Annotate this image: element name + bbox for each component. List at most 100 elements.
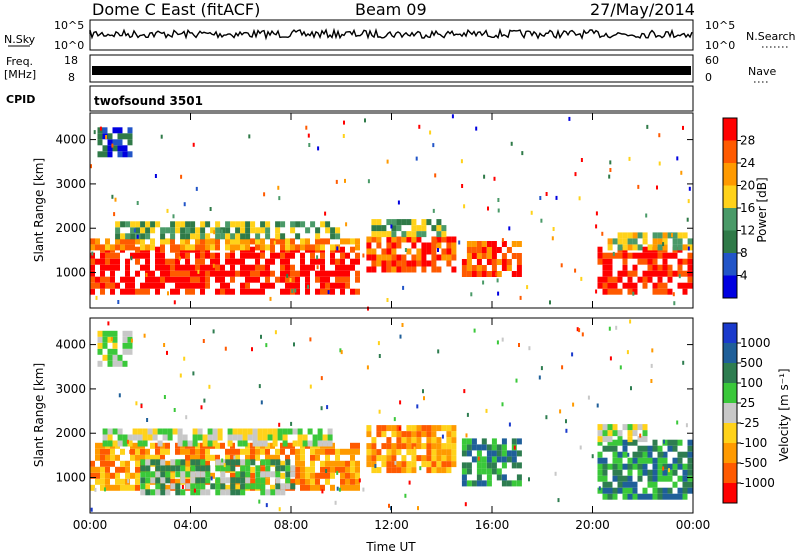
- scatter-cell: [519, 295, 522, 300]
- heatmap-cell: [180, 270, 185, 277]
- scatter-cell: [274, 330, 277, 335]
- heatmap-cell: [471, 444, 477, 451]
- heatmap-cell: [677, 264, 683, 271]
- heatmap-cell: [511, 462, 517, 469]
- heatmap-cell: [265, 454, 270, 461]
- heatmap-cell: [627, 430, 633, 437]
- heatmap-cell: [396, 461, 402, 468]
- heatmap-cell: [125, 270, 130, 277]
- heatmap-cell: [406, 437, 412, 444]
- heatmap-cell: [150, 227, 156, 234]
- heatmap-cell: [325, 288, 330, 295]
- heatmap-cell: [200, 288, 205, 295]
- heatmap-cell: [496, 474, 502, 481]
- heatmap-cell: [90, 282, 95, 289]
- scatter-cell: [345, 222, 348, 227]
- heatmap-cell: [110, 258, 115, 265]
- colorbar-tick-label: -25: [740, 416, 760, 430]
- heatmap-cell: [160, 282, 165, 289]
- heatmap-cell: [310, 466, 315, 473]
- heatmap-cell: [667, 439, 673, 446]
- heatmap-cell: [220, 442, 225, 449]
- heatmap-cell: [145, 489, 151, 496]
- heatmap-cell: [110, 252, 115, 259]
- heatmap-cell: [310, 221, 316, 228]
- heatmap-cell: [647, 270, 653, 277]
- heatmap-cell: [140, 244, 145, 251]
- heatmap-cell: [300, 484, 305, 491]
- heatmap-cell: [255, 448, 260, 455]
- heatmap-cell: [446, 437, 452, 444]
- heatmap-cell: [657, 463, 663, 470]
- station-title: Dome C East (fitACF): [92, 0, 260, 19]
- heatmap-cell: [117, 127, 123, 134]
- heatmap-cell: [612, 469, 618, 476]
- heatmap-cell: [657, 238, 663, 245]
- heatmap-cell: [411, 254, 417, 261]
- heatmap-cell: [127, 151, 133, 158]
- heatmap-cell: [652, 232, 658, 239]
- heatmap-cell: [381, 231, 387, 238]
- heatmap-cell: [491, 462, 497, 469]
- x-tick-label: 08:00: [274, 518, 309, 532]
- heatmap-cell: [622, 463, 628, 470]
- scatter-cell: [117, 300, 120, 304]
- heatmap-cell: [275, 454, 280, 461]
- heatmap-cell: [205, 264, 210, 271]
- heatmap-cell: [255, 454, 260, 461]
- heatmap-cell: [230, 233, 236, 240]
- heatmap-cell: [102, 127, 108, 134]
- heatmap-cell: [297, 434, 303, 441]
- heatmap-cell: [200, 465, 206, 472]
- heatmap-cell: [167, 434, 173, 441]
- heatmap-cell: [612, 451, 618, 458]
- heatmap-cell: [431, 260, 437, 267]
- heatmap-cell: [97, 348, 103, 355]
- heatmap-cell: [105, 460, 110, 467]
- heatmap-cell: [215, 483, 221, 490]
- heatmap-cell: [411, 431, 417, 438]
- heatmap-cell: [180, 459, 186, 466]
- heatmap-cell: [255, 233, 261, 240]
- scatter-cell: [596, 403, 599, 408]
- heatmap-cell: [667, 487, 673, 494]
- heatmap-cell: [340, 472, 345, 479]
- heatmap-cell: [396, 225, 402, 232]
- heatmap-cell: [115, 466, 120, 473]
- heatmap-cell: [421, 231, 427, 238]
- heatmap-cell: [617, 487, 623, 494]
- heatmap-cell: [401, 437, 407, 444]
- heatmap-cell: [401, 443, 407, 450]
- heatmap-cell: [647, 258, 653, 265]
- heatmap-cell: [125, 472, 130, 479]
- heatmap-cell: [227, 440, 233, 447]
- scatter-cell: [549, 300, 551, 305]
- heatmap-cell: [345, 276, 350, 283]
- heatmap-cell: [170, 472, 175, 479]
- scatter-cell: [676, 420, 679, 425]
- heatmap-cell: [90, 484, 95, 491]
- scatter-cell: [291, 289, 294, 293]
- heatmap-cell: [637, 232, 643, 239]
- heatmap-cell: [481, 462, 487, 469]
- heatmap-cell: [516, 241, 522, 247]
- heatmap-cell: [506, 456, 512, 463]
- heatmap-cell: [217, 434, 223, 441]
- heatmap-cell: [330, 484, 335, 491]
- heatmap-cell: [451, 242, 457, 249]
- heatmap-cell: [220, 288, 225, 295]
- heatmap-cell: [195, 459, 201, 466]
- heatmap-cell: [436, 231, 442, 238]
- heatmap-cell: [245, 282, 250, 289]
- heatmap-cell: [190, 471, 196, 478]
- scatter-cell: [461, 184, 464, 188]
- heatmap-cell: [411, 219, 417, 226]
- heatmap-cell: [451, 443, 457, 450]
- heatmap-cell: [687, 258, 693, 265]
- heatmap-cell: [182, 440, 188, 447]
- heatmap-cell: [335, 466, 340, 473]
- heatmap-cell: [340, 288, 345, 295]
- heatmap-cell: [95, 276, 100, 283]
- heatmap-cell: [267, 434, 273, 441]
